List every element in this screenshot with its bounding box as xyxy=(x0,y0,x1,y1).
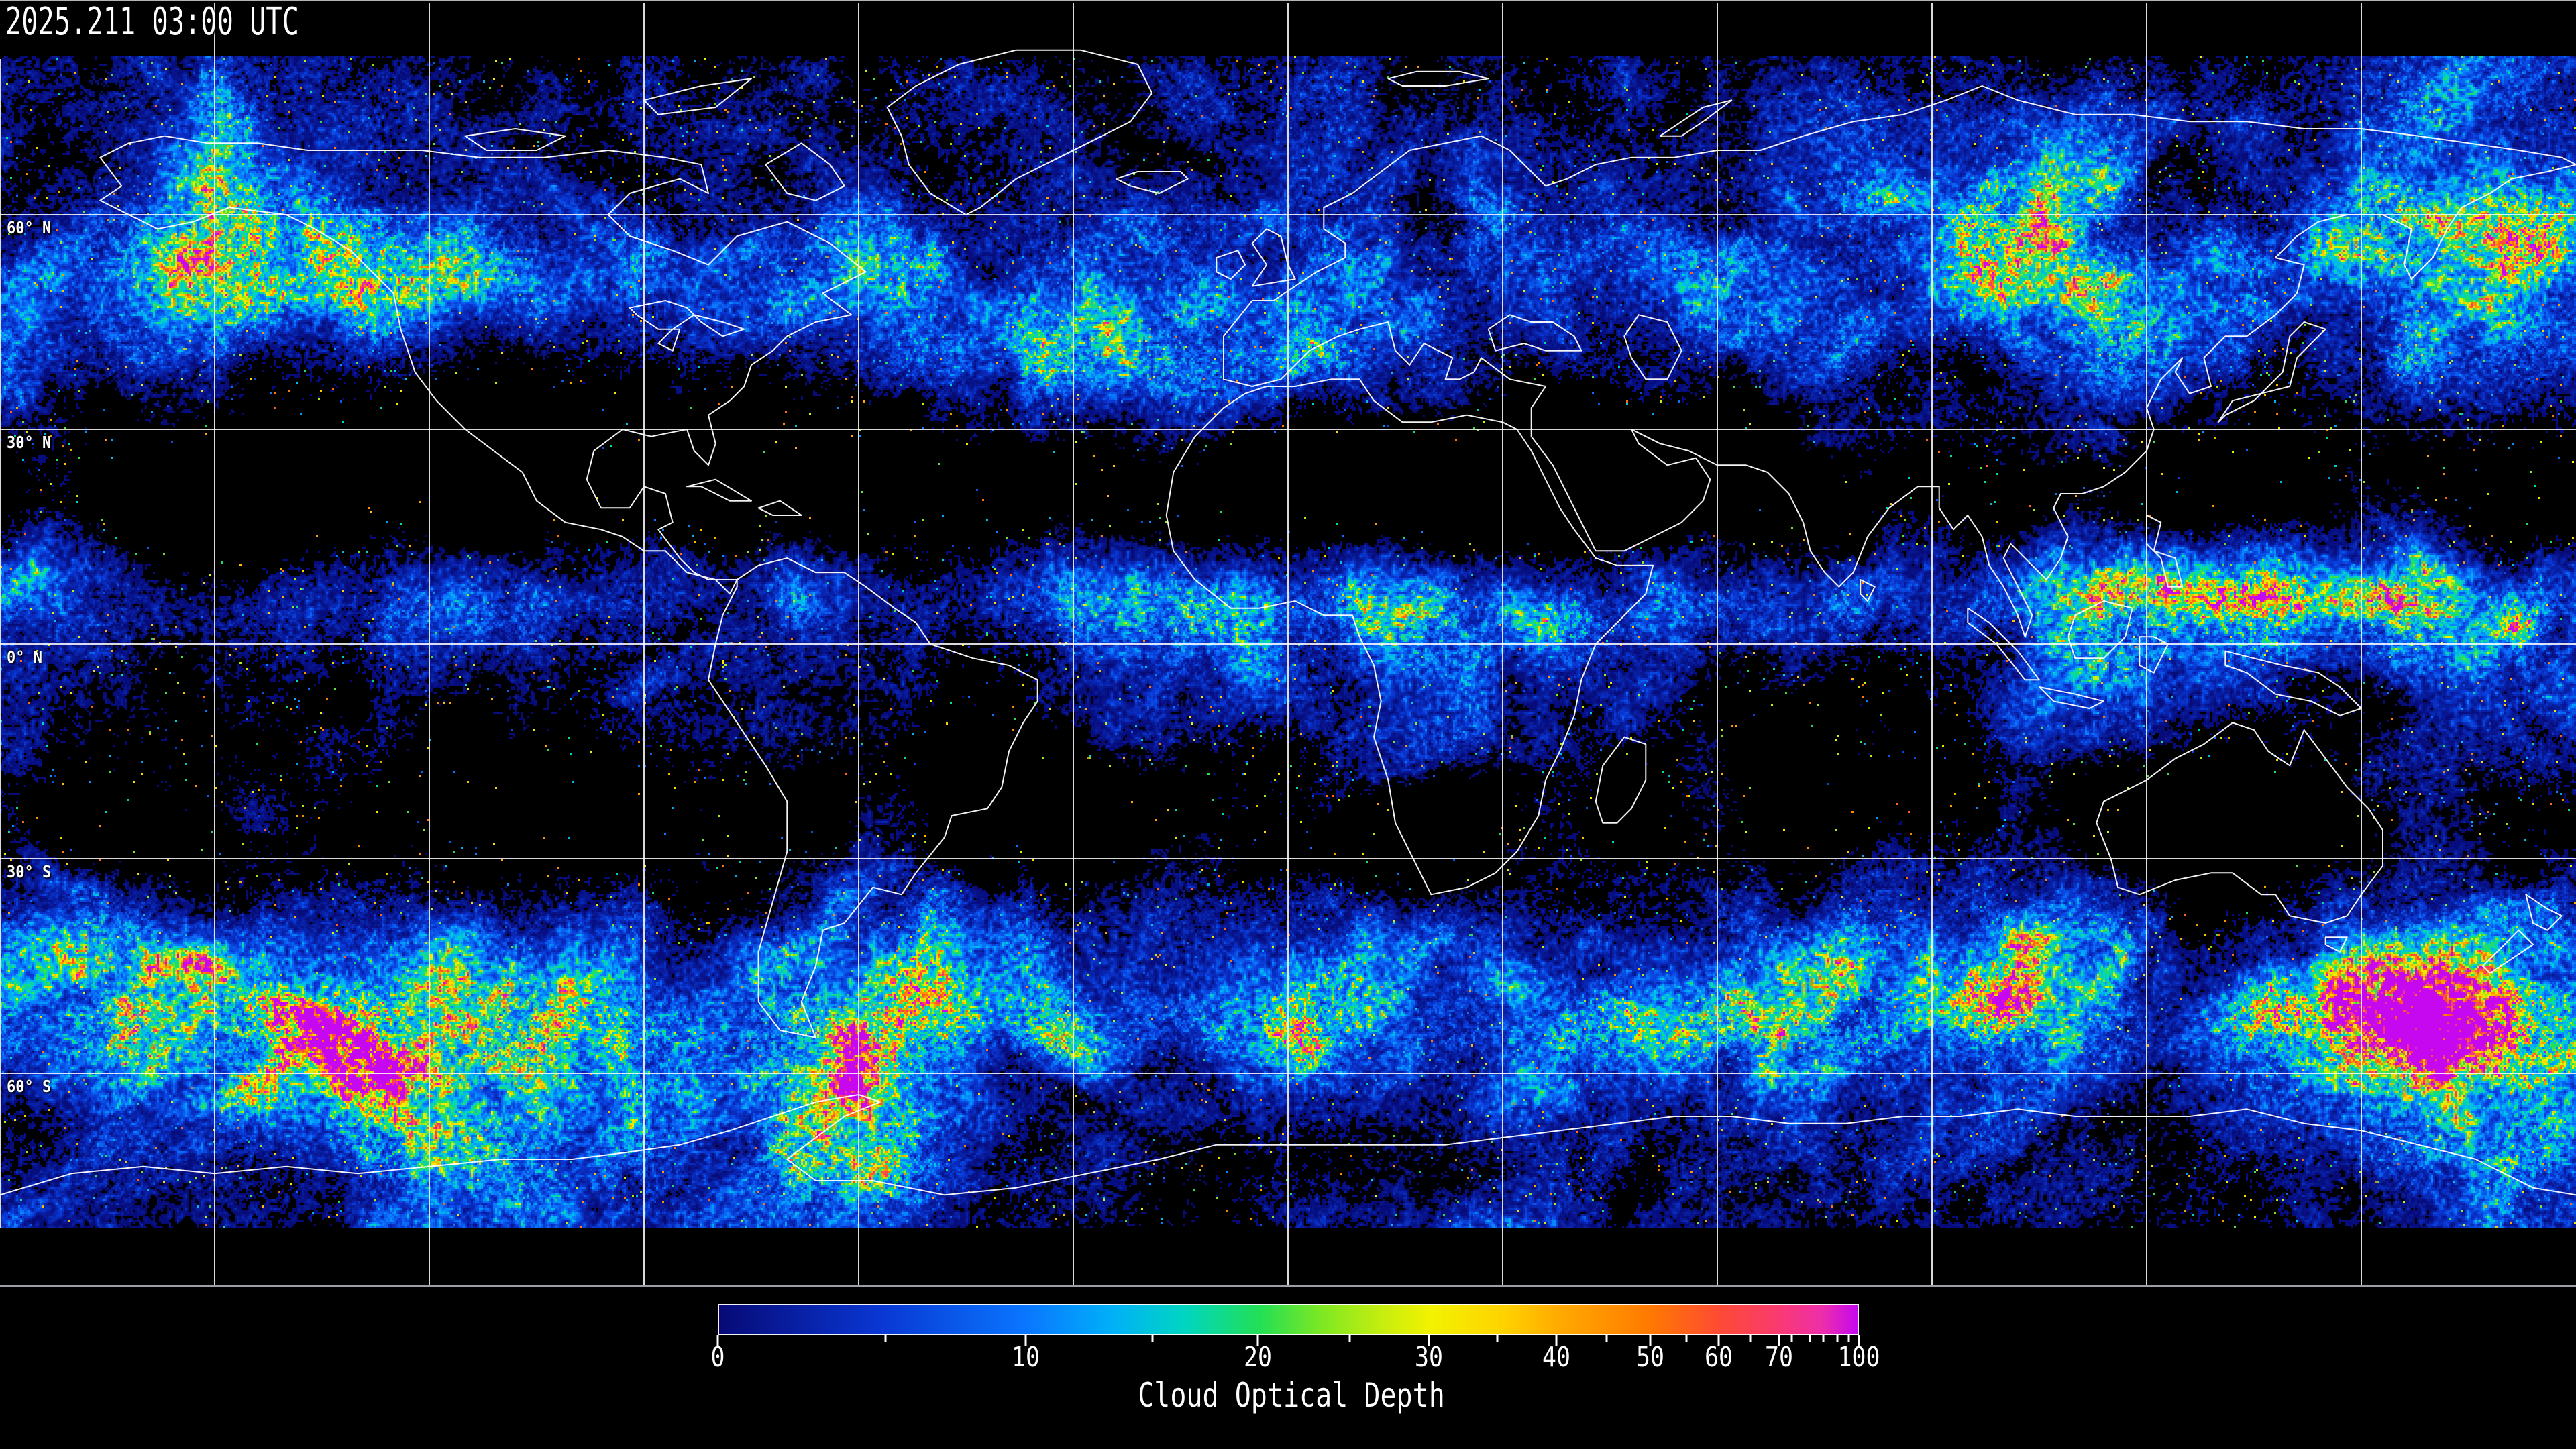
colorbar-major-tick xyxy=(1555,1335,1558,1346)
coastline-south_america xyxy=(708,557,1038,1038)
colorbar-tick-label-0: 0 xyxy=(710,1341,725,1373)
coastline-ireland xyxy=(1216,250,1246,280)
coastline-tasmania xyxy=(2324,936,2348,953)
coastline-iceland xyxy=(1116,171,1189,194)
colorbar-tick-label-70: 70 xyxy=(1764,1341,1793,1373)
coastline-canadian_arctic xyxy=(643,78,752,115)
colorbar-major-tick xyxy=(1428,1335,1430,1346)
coastline-sulawesi xyxy=(2139,636,2169,674)
coastline-cuba xyxy=(686,478,752,502)
coastline-nz_south xyxy=(2482,929,2534,974)
latitude-label--60: 60° S xyxy=(7,1077,52,1096)
colorbar-minor-tick xyxy=(1151,1335,1154,1342)
colorbar-minor-tick xyxy=(1790,1335,1793,1342)
colorbar-minor-tick xyxy=(1685,1335,1688,1342)
colorbar-minor-tick xyxy=(1822,1335,1825,1342)
colorbar-major-tick xyxy=(1024,1335,1027,1346)
colorbar-tick-label-20: 20 xyxy=(1243,1341,1272,1373)
colorbar-minor-tick xyxy=(1605,1335,1608,1342)
coastline-svalbard xyxy=(1387,70,1489,87)
coastlines-layer xyxy=(0,49,2576,1196)
map-top-frame-line xyxy=(0,0,2576,1)
colorbar-minor-tick xyxy=(1809,1335,1811,1342)
coastline-greenland xyxy=(886,49,1153,215)
latitude-label-60: 60° N xyxy=(7,218,52,237)
colorbar-minor-tick xyxy=(1749,1335,1752,1342)
timestamp: 2025.211 03:00 UTC xyxy=(5,0,299,44)
coastline-java xyxy=(2039,686,2104,709)
coastline-north_america xyxy=(99,135,867,595)
colorbar-minor-tick xyxy=(884,1335,887,1342)
colorbar-minor-tick xyxy=(1496,1335,1499,1342)
colorbar-tick-label-50: 50 xyxy=(1635,1341,1664,1373)
colorbar-tick-label-30: 30 xyxy=(1414,1341,1443,1373)
colorbar-tick-label-40: 40 xyxy=(1542,1341,1571,1373)
colorbar-tick-label-10: 10 xyxy=(1012,1341,1040,1373)
coastline-eurasia xyxy=(1223,85,2576,638)
coastline-great_lakes xyxy=(629,300,745,352)
world-map: 2025.211 03:00 UTC 60° N 30° N 0° N 30° S 60… xyxy=(0,0,2576,1287)
coastline-baffin_island xyxy=(765,142,845,201)
colorbar-major-tick xyxy=(1717,1335,1720,1346)
colorbar-major-tick xyxy=(1778,1335,1780,1346)
colorbar-gradient-bar xyxy=(718,1304,1859,1335)
colorbar-tick-label-60: 60 xyxy=(1704,1341,1733,1373)
colorbar-minor-tick xyxy=(1836,1335,1839,1342)
colorbar-title: Cloud Optical Depth xyxy=(1138,1376,1445,1415)
coastline-novaya_zemlya xyxy=(1659,99,1733,137)
coastline-hispaniola xyxy=(757,500,802,516)
coastline-africa xyxy=(1165,378,1654,896)
coastline-uk xyxy=(1251,228,1296,287)
colorbar-tick-label-100: 100 xyxy=(1837,1341,1880,1373)
colorbar-major-tick xyxy=(1858,1335,1860,1346)
latitude-label--30: 30° S xyxy=(7,862,52,881)
coastline-new_guinea xyxy=(2224,650,2362,716)
coastline-sri_lanka xyxy=(1860,579,1876,602)
coastline-borneo xyxy=(2067,600,2133,659)
coastline-sumatra xyxy=(1967,607,2040,681)
latitude-label-0: 0° N xyxy=(7,647,42,667)
map-bottom-frame-line xyxy=(0,1285,2576,1287)
colorbar-major-tick xyxy=(716,1335,719,1346)
gridlines-layer xyxy=(0,3,2576,1287)
coastline-victoria_island xyxy=(464,128,566,151)
coastline-nz_north xyxy=(2525,894,2563,931)
coastline-black_sea xyxy=(1487,314,1582,352)
coastline-philippines xyxy=(2146,515,2184,588)
coastline-australia xyxy=(2096,722,2383,924)
map-overlay xyxy=(0,3,2576,1287)
coastline-japan xyxy=(2217,321,2326,423)
colorbar-minor-tick xyxy=(1348,1335,1351,1342)
colorbar-minor-tick xyxy=(1847,1335,1850,1342)
coastline-antarctica xyxy=(0,1094,2576,1196)
latitude-label-30: 30° N xyxy=(7,433,52,452)
colorbar-major-tick xyxy=(1649,1335,1652,1346)
coastline-caspian_sea xyxy=(1623,314,1682,380)
colorbar-major-tick xyxy=(1256,1335,1259,1346)
coastline-madagascar xyxy=(1595,736,1647,824)
